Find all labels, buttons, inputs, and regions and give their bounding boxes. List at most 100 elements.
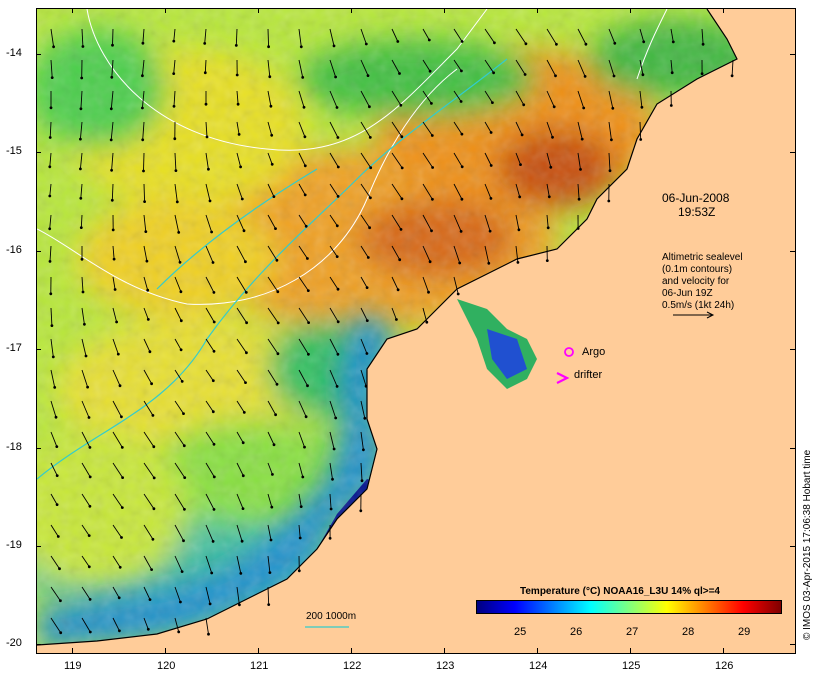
velocity-arrow-head: [55, 503, 59, 506]
velocity-arrow-head: [518, 195, 522, 199]
velocity-arrow-head: [182, 444, 186, 448]
velocity-arrow-head: [211, 410, 215, 414]
x-tick-mark: [351, 8, 352, 13]
velocity-arrow: [50, 617, 62, 633]
velocity-arrow-head: [79, 167, 82, 171]
velocity-arrow: [267, 90, 272, 107]
velocity-arrow: [236, 338, 247, 353]
velocity-arrow-head: [177, 231, 181, 234]
velocity-arrow-head: [365, 286, 369, 289]
velocity-arrow: [577, 152, 581, 170]
velocity-arrow-head: [144, 230, 148, 234]
velocity-arrow-head: [274, 413, 277, 417]
velocity-arrow: [112, 307, 118, 323]
velocity-arrow-head: [334, 75, 337, 79]
velocity-arrow: [110, 90, 114, 109]
velocity-arrow-head: [297, 569, 301, 573]
velocity-arrow: [236, 493, 244, 509]
velocity-arrow: [141, 59, 145, 76]
velocity-arrow: [267, 524, 272, 541]
velocity-arrow-head: [81, 290, 85, 294]
velocity-arrow-head: [110, 198, 114, 202]
velocity-arrow: [546, 214, 549, 228]
velocity-arrow-head: [239, 165, 243, 169]
velocity-arrow-head: [331, 477, 334, 481]
velocity-arrow: [112, 431, 123, 448]
velocity-arrow-head: [369, 166, 373, 170]
velocity-arrow: [143, 462, 155, 479]
velocity-arrow: [546, 152, 552, 168]
velocity-arrow-head: [148, 350, 152, 354]
velocity-arrow-head: [491, 101, 494, 104]
velocity-arrow: [608, 90, 614, 109]
colorbar: [476, 600, 782, 614]
velocity-arrow: [174, 586, 181, 603]
velocity-arrow-head: [110, 168, 113, 172]
velocity-arrow: [360, 152, 372, 168]
velocity-arrow-head: [269, 538, 273, 542]
velocity-arrow-head: [151, 414, 155, 417]
velocity-arrow-head: [242, 411, 246, 414]
velocity-arrow-head: [48, 227, 52, 231]
velocity-arrow-head: [179, 290, 183, 294]
velocity-arrow-head: [235, 73, 239, 77]
velocity-arrow: [236, 555, 242, 574]
velocity-arrow: [205, 462, 215, 478]
velocity-arrow-head: [730, 74, 734, 78]
velocity-arrow-head: [117, 596, 121, 600]
velocity-arrow-head: [398, 72, 401, 75]
velocity-arrow: [670, 28, 674, 42]
velocity-arrow-head: [524, 42, 528, 46]
velocity-arrow-head: [55, 474, 59, 477]
velocity-arrow: [49, 214, 52, 229]
velocity-arrow: [174, 307, 182, 321]
velocity-arrow-head: [50, 324, 54, 327]
velocity-arrow: [50, 493, 58, 505]
velocity-arrow: [143, 152, 145, 172]
velocity-arrow-head: [118, 629, 121, 633]
velocity-arrow: [546, 28, 557, 45]
velocity-arrow: [50, 462, 58, 476]
velocity-arrow-head: [120, 446, 124, 449]
velocity-arrow-head: [182, 412, 185, 415]
velocity-arrow: [49, 245, 52, 262]
velocity-arrow: [453, 183, 463, 200]
velocity-arrow: [391, 59, 400, 74]
velocity-arrow-head: [425, 320, 429, 324]
velocity-arrow: [329, 276, 339, 290]
velocity-arrow-head: [276, 290, 280, 294]
velocity-arrow-head: [245, 351, 248, 355]
velocity-arrow: [484, 214, 491, 232]
velocity-arrow-head: [183, 507, 186, 511]
velocity-arrow: [112, 617, 120, 632]
velocity-arrow-head: [110, 75, 114, 79]
velocity-arrow: [639, 59, 644, 75]
velocity-arrow: [112, 369, 121, 386]
colorbar-tick-26: 26: [570, 626, 583, 638]
velocity-arrow-head: [582, 106, 586, 110]
velocity-arrow-head: [365, 319, 369, 322]
velocity-arrow-head: [335, 106, 339, 109]
date-label: 06-Jun-2008: [662, 191, 730, 205]
velocity-arrow-head: [366, 74, 370, 77]
velocity-arrow-head: [48, 165, 52, 169]
velocity-arrow: [267, 431, 275, 445]
velocity-arrow: [422, 214, 432, 232]
velocity-arrow-head: [51, 355, 55, 359]
velocity-arrow: [639, 28, 645, 42]
velocity-arrow-head: [211, 261, 215, 264]
velocity-arrow: [81, 369, 89, 388]
velocity-arrow: [143, 245, 148, 262]
velocity-arrow-head: [239, 572, 243, 575]
velocity-arrow-head: [302, 105, 306, 109]
velocity-arrow-head: [151, 537, 155, 541]
velocity-arrow-head: [178, 260, 182, 264]
y-tick-mark: [790, 54, 795, 55]
velocity-arrow-head: [80, 257, 84, 261]
velocity-arrow-head: [489, 197, 493, 200]
velocity-arrow-head: [48, 136, 52, 139]
velocity-arrow-head: [174, 169, 178, 173]
velocity-arrow-head: [143, 200, 146, 204]
velocity-arrow-head: [368, 226, 371, 230]
velocity-arrow: [81, 524, 90, 536]
